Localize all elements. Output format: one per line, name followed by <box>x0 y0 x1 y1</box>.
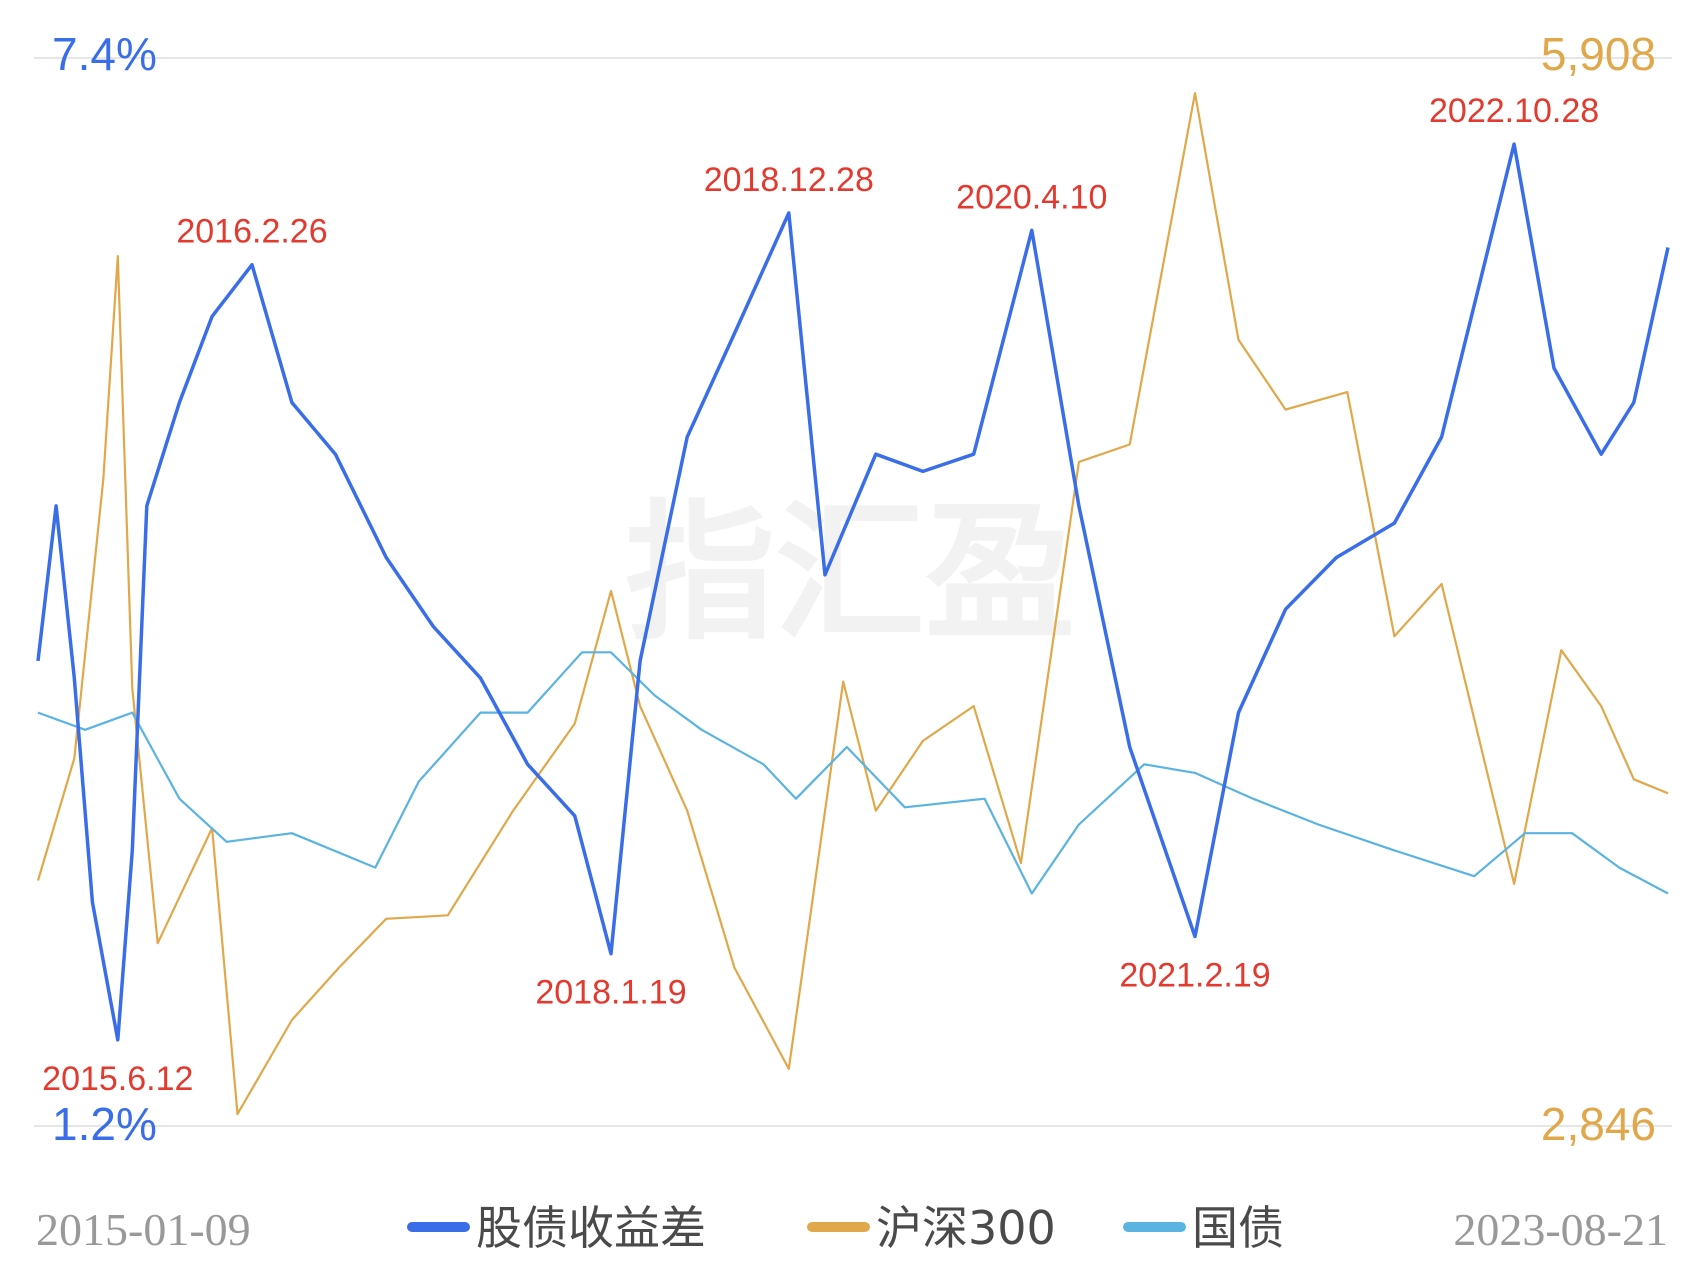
legend-item-stock-bond-spread[interactable]: 股债收益差 <box>407 1201 706 1255</box>
right-axis-max-label: 5,908 <box>1541 28 1656 80</box>
x-start-label: 2015-01-09 <box>36 1204 251 1255</box>
right-axis-min-label: 2,846 <box>1541 1098 1656 1150</box>
legend-label-csi300: 沪深300 <box>876 1201 1056 1255</box>
annotation-label: 2018.1.19 <box>535 974 686 1012</box>
annotation-label: 2022.10.28 <box>1429 92 1599 130</box>
series-layer <box>36 92 1670 1116</box>
left-axis-min-label: 1.2% <box>52 1098 157 1150</box>
annotation-label: 2018.12.28 <box>704 161 874 199</box>
annotation-label: 2015.6.12 <box>42 1060 193 1098</box>
annotation-layer: 2015.6.12 2016.2.26 2018.1.19 2018.12.28 202… <box>42 92 1599 1098</box>
series-line-stock-bond-spread <box>36 142 1670 1042</box>
legend-label-stock-bond-spread: 股债收益差 <box>476 1201 706 1255</box>
annotation-label: 2020.4.10 <box>956 178 1107 216</box>
legend-item-csi300[interactable]: 沪深300 <box>807 1201 1056 1255</box>
annotation-label: 2021.2.19 <box>1119 957 1270 995</box>
legend: 股债收益差 沪深300 国债 <box>407 1201 1284 1255</box>
x-end-label: 2023-08-21 <box>1453 1204 1668 1255</box>
legend-item-treasury[interactable]: 国债 <box>1123 1201 1284 1255</box>
left-axis-max-label: 7.4% <box>52 28 157 80</box>
series-line-treasury <box>37 651 1669 895</box>
annotation-label: 2016.2.26 <box>176 213 327 251</box>
legend-label-treasury: 国债 <box>1192 1201 1284 1255</box>
